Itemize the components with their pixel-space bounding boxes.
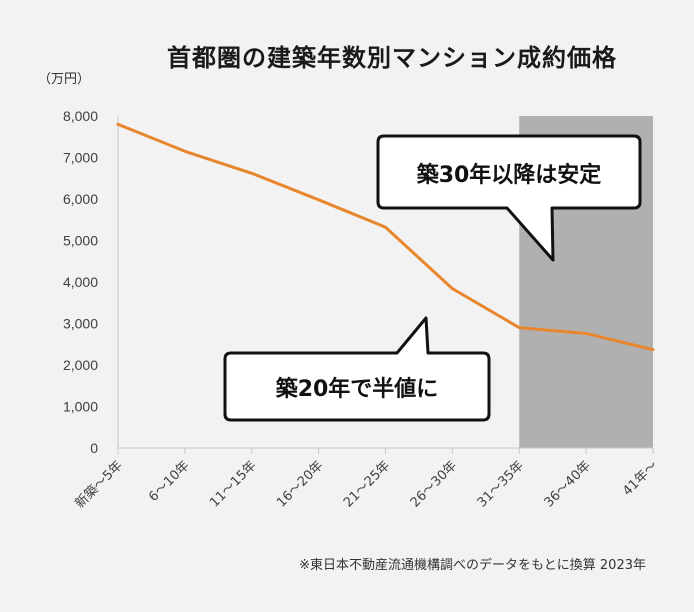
callout-bubble-shape bbox=[376, 134, 642, 262]
y-tick-label: 5,000 bbox=[63, 233, 98, 249]
y-tick-label: 0 bbox=[90, 440, 98, 456]
x-tick-label: 新築〜5年 bbox=[72, 458, 126, 512]
footnote: ※東日本不動産流通機構調べのデータをもとに換算 2023年 bbox=[299, 558, 646, 573]
y-tick-label: 8,000 bbox=[63, 108, 98, 124]
y-tick-label: 6,000 bbox=[63, 191, 98, 207]
y-tick-label: 3,000 bbox=[63, 316, 98, 332]
y-tick-label: 4,000 bbox=[63, 274, 98, 290]
x-tick-label: 41年〜 bbox=[620, 458, 661, 499]
callout-text-stable: 築30年以降は安定 bbox=[416, 162, 602, 188]
series-layer bbox=[116, 122, 655, 352]
y-tick-label: 1,000 bbox=[63, 399, 98, 415]
x-tick-label: 6〜10年 bbox=[146, 458, 193, 505]
x-tick-label: 26〜30年 bbox=[408, 458, 460, 510]
y-axis-unit-label: （万円） bbox=[38, 72, 91, 87]
x-tick-label: 16〜20年 bbox=[274, 458, 326, 510]
x-tick-label: 21〜25年 bbox=[341, 458, 393, 510]
callout-stable-after-30: 築30年以降は安定 bbox=[376, 134, 642, 262]
callout-bubble-shape bbox=[223, 316, 491, 422]
x-tick-label: 11〜15年 bbox=[207, 458, 259, 510]
series-line bbox=[116, 122, 655, 352]
y-tick-label: 7,000 bbox=[63, 150, 98, 166]
x-tick-label: 31〜35年 bbox=[475, 458, 527, 510]
axes bbox=[117, 116, 654, 454]
x-tick-label: 36〜40年 bbox=[542, 458, 594, 510]
chart-title: 首都圏の建築年数別マンション成約価格 bbox=[167, 44, 617, 72]
y-tick-label: 2,000 bbox=[63, 357, 98, 373]
callout-half-at-20: 築20年で半値に bbox=[223, 316, 491, 422]
callout-text-half: 築20年で半値に bbox=[275, 376, 439, 402]
y-tick-labels: 0 1,000 2,000 3,000 4,000 5,000 6,000 7,000 8,00… bbox=[63, 108, 98, 456]
x-tick-labels: 新築〜5年 6〜10年 11〜15年 16〜20年 21〜25年 26〜30年 31〜35年… bbox=[72, 458, 661, 512]
